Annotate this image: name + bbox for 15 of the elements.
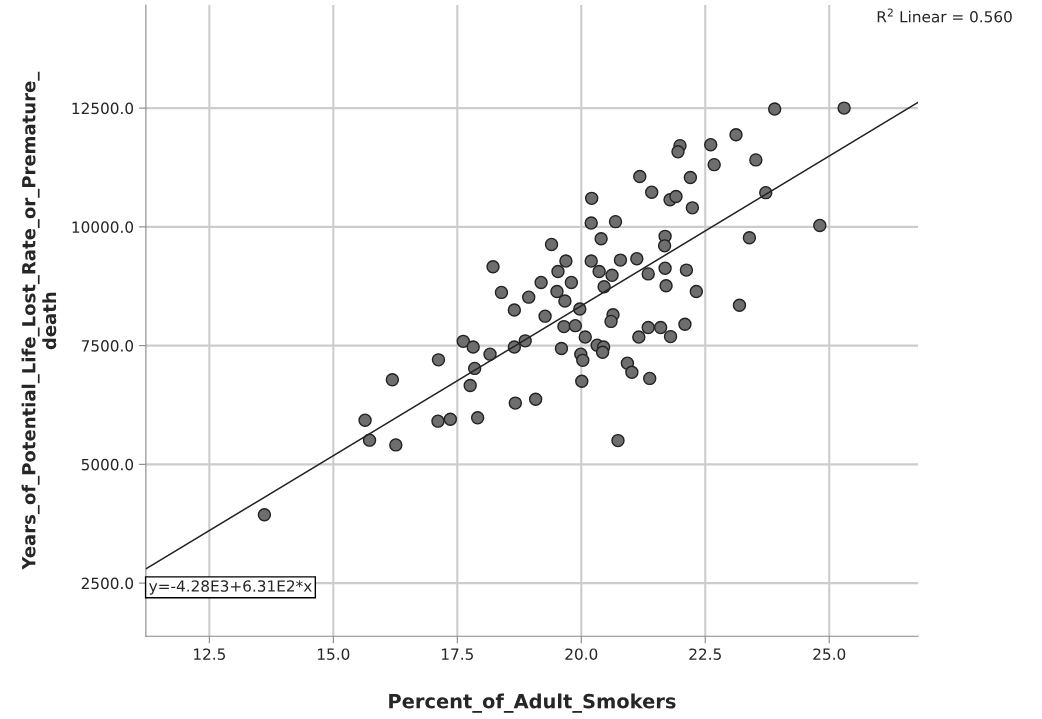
y-tick-label: 7500.0 (81, 340, 134, 352)
annotation: R$^{2}$ Linear = 0.560 (877, 8, 1012, 23)
y-tick-label: 12500.0 (72, 102, 134, 115)
annotation: y=-4.28E3+6.31E2*x (149, 580, 312, 595)
y-tick-label: 5000.0 (81, 458, 134, 471)
x-tick-label: 22.5 (689, 648, 721, 660)
y-axis-title: Years_of_Potential_Life_Lost_Rate_or_Premature_ death (21, 71, 57, 570)
y-tick-label: 2500.0 (81, 577, 134, 590)
x-tick-label: 20.0 (565, 648, 598, 660)
x-tick-label: 15.0 (318, 648, 350, 660)
x-tick-label: 17.5 (441, 648, 473, 660)
x-axis-title: Percent_of_Adult_Smokers (389, 693, 676, 713)
x-tick-label: 12.5 (194, 648, 226, 660)
y-tick-label: 10000.0 (72, 221, 134, 233)
x-tick-label: 25.0 (813, 648, 846, 660)
